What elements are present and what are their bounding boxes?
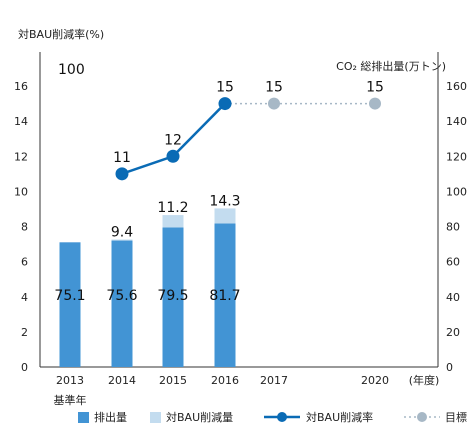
left-tick-label: 8 (21, 221, 28, 234)
x-tick-label: 2014 (108, 374, 136, 387)
emissions-value-label: 75.6 (106, 288, 137, 304)
bar-labels: 75.1 75.6 9.4 79.5 11.2 81.7 14.3 (54, 193, 240, 304)
legend: 排出量 対BAU削減量 対BAU削減率 目標 (78, 410, 467, 424)
left-tick-label: 4 (21, 291, 28, 304)
legend-swatch-reduction (150, 412, 161, 423)
legend-marker-reduction-rate (277, 412, 287, 422)
x-unit-label: (年度) (409, 373, 440, 387)
reduction-bar (111, 239, 133, 241)
legend-label-emissions: 排出量 (94, 410, 127, 424)
right-tick-label: 40 (446, 291, 460, 304)
right-axis-title: CO₂ 総排出量(万トン) (336, 59, 446, 73)
reduction-bar (162, 215, 184, 228)
left-tick-label: 16 (14, 80, 28, 93)
target-value-label: 15 (265, 80, 283, 96)
reduction-rate-point (218, 97, 232, 111)
lines: 15 15 11 12 15 (113, 80, 384, 181)
emissions-bar (111, 240, 133, 367)
legend-marker-target (417, 412, 427, 422)
left-tick-label: 10 (14, 185, 28, 198)
reduction-value-label: 11.2 (157, 200, 188, 216)
x-tick-label: 2020 (361, 374, 389, 387)
right-tick-label: 100 (446, 185, 467, 198)
emissions-bar (214, 223, 236, 367)
emissions-value-label: 81.7 (209, 288, 240, 304)
base-value-label: 100 (58, 62, 85, 78)
bars (59, 208, 236, 367)
left-tick-label: 14 (14, 115, 28, 128)
reduction-bar (214, 208, 236, 224)
emissions-value-label: 75.1 (54, 288, 85, 304)
target-point (268, 97, 280, 110)
left-tick-label: 0 (21, 361, 28, 374)
x-tick-label: 2016 (211, 374, 239, 387)
right-tick-label: 160 (446, 80, 467, 93)
reduction-rate-value-label: 12 (164, 132, 182, 148)
left-axis-ticks: 0 2 4 6 8 10 12 14 16 (14, 80, 28, 374)
left-axis-title: 対BAU削減率(%) (18, 27, 104, 41)
emissions-bar (162, 227, 184, 367)
left-tick-label: 6 (21, 256, 28, 269)
legend-label-target: 目標 (445, 410, 467, 424)
legend-swatch-emissions (78, 412, 89, 423)
base-year-label: 基準年 (54, 393, 87, 407)
legend-label-reduction: 対BAU削減量 (166, 410, 233, 424)
right-tick-label: 60 (446, 256, 460, 269)
right-axis-ticks: 0 20 40 60 80 100 120 140 160 (446, 80, 467, 374)
legend-label-reduction-rate: 対BAU削減率 (306, 410, 373, 424)
x-tick-label: 2013 (56, 374, 84, 387)
right-tick-label: 0 (446, 361, 453, 374)
x-tick-label: 2015 (159, 374, 187, 387)
right-tick-label: 140 (446, 115, 467, 128)
emissions-value-label: 79.5 (157, 288, 188, 304)
x-axis-ticks: 2013 2014 2015 2016 2017 2020 (56, 374, 389, 387)
reduction-value-label: 14.3 (209, 193, 240, 209)
reduction-rate-point (115, 167, 129, 181)
right-tick-label: 80 (446, 221, 460, 234)
reduction-rate-point (166, 149, 180, 163)
target-value-label: 15 (366, 80, 384, 96)
emissions-bar (59, 242, 81, 367)
target-point (369, 97, 381, 110)
reduction-rate-value-label: 15 (216, 80, 234, 96)
right-tick-label: 120 (446, 150, 467, 163)
left-tick-label: 2 (21, 326, 28, 339)
reduction-value-label: 9.4 (111, 224, 133, 240)
right-tick-label: 20 (446, 326, 460, 339)
reduction-rate-value-label: 11 (113, 150, 131, 166)
left-tick-label: 12 (14, 150, 28, 163)
x-tick-label: 2017 (260, 374, 288, 387)
